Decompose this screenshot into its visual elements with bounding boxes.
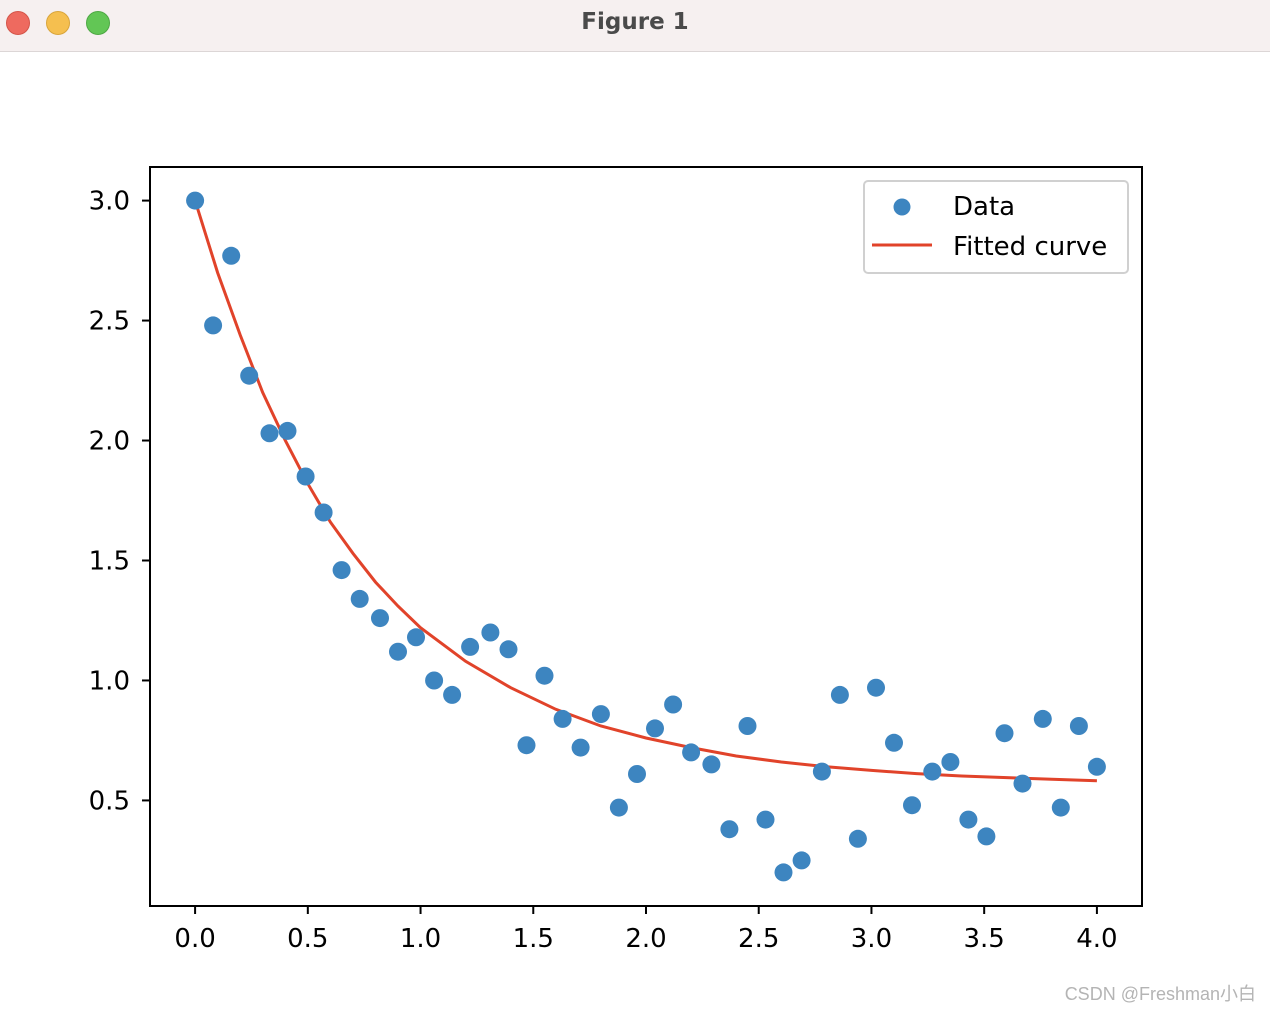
data-point	[848, 829, 867, 848]
data-point	[535, 666, 554, 685]
x-tick-label: 4.0	[1076, 924, 1117, 954]
data-point	[738, 717, 757, 735]
data-point	[792, 851, 811, 870]
y-tick-label: 2.5	[89, 307, 130, 337]
y-tick-label: 1.0	[89, 666, 130, 696]
data-point	[240, 366, 259, 385]
plot-area	[149, 166, 1143, 907]
data-point	[371, 609, 389, 628]
data-point	[186, 191, 205, 210]
data-point	[720, 820, 739, 839]
data-point	[628, 765, 646, 783]
legend-label-data: Data	[953, 192, 1015, 222]
data-point	[959, 810, 978, 829]
minimize-window-button[interactable]	[46, 11, 70, 35]
data-point	[1051, 798, 1070, 817]
data-point	[389, 642, 407, 661]
y-tick-label: 0.5	[89, 786, 130, 816]
legend-marker-data	[893, 198, 911, 216]
data-point	[481, 623, 500, 642]
data-point	[646, 719, 664, 738]
data-point	[260, 424, 279, 443]
x-tick-label: 2.0	[625, 924, 666, 954]
legend-label-fitted-curve: Fitted curve	[953, 232, 1107, 262]
data-point	[499, 640, 518, 659]
x-tick-label: 3.0	[851, 924, 892, 954]
window-title: Figure 1	[581, 9, 689, 35]
data-point	[923, 762, 942, 781]
data-point	[332, 561, 351, 580]
data-point	[903, 796, 921, 815]
data-point	[812, 762, 831, 781]
data-point	[1033, 709, 1052, 728]
close-window-button[interactable]	[6, 11, 30, 35]
data-point	[407, 628, 425, 647]
y-tick-label: 3.0	[89, 187, 130, 217]
data-point	[278, 421, 297, 440]
x-axis: 0.0 0.5 1.0 1.5 2.0 2.5 3.0 3.5 4.0	[174, 906, 1118, 954]
data-point	[830, 685, 849, 704]
data-point	[350, 589, 369, 608]
data-point	[774, 863, 793, 882]
data-point	[517, 736, 536, 755]
data-point	[756, 810, 775, 829]
data-point	[443, 685, 462, 704]
data-point	[296, 467, 315, 486]
data-point	[591, 705, 610, 724]
data-point	[314, 503, 333, 522]
data-point	[885, 733, 903, 752]
y-tick-label: 2.0	[89, 427, 130, 457]
data-point	[461, 637, 480, 656]
y-tick-label: 1.5	[89, 546, 130, 576]
data-point	[553, 709, 572, 728]
data-point	[571, 738, 590, 757]
data-point	[1087, 757, 1106, 776]
data-point	[609, 798, 628, 817]
window-titlebar: Figure 1	[0, 0, 1270, 52]
x-tick-label: 0.5	[287, 924, 328, 954]
scatter-chart: 0.0 0.5 1.0 1.5 2.0 2.5 3.0 3.5 4.0 0.5 1.0 1.5 2.0…	[89, 166, 1143, 954]
legend: Data Fitted curve	[863, 180, 1129, 274]
watermark: CSDN @Freshman小白	[1064, 984, 1256, 1004]
x-tick-label: 2.5	[738, 924, 779, 954]
fitted-curve-layer	[193, 200, 1097, 783]
x-tick-label: 3.5	[964, 924, 1005, 954]
data-point	[664, 695, 683, 714]
data-point	[1013, 774, 1032, 793]
data-point	[1069, 717, 1088, 735]
data-point	[977, 827, 996, 846]
data-point	[702, 755, 721, 774]
legend-box	[863, 180, 1129, 274]
data-points-layer	[186, 191, 1106, 882]
data-point	[941, 753, 960, 771]
zoom-window-button[interactable]	[86, 11, 110, 35]
data-point	[682, 743, 701, 762]
data-point	[204, 316, 223, 335]
data-point	[995, 724, 1014, 743]
data-point	[425, 671, 444, 690]
x-tick-label: 0.0	[174, 924, 215, 954]
data-point	[222, 246, 241, 265]
x-tick-label: 1.5	[513, 924, 554, 954]
x-tick-label: 1.0	[400, 924, 441, 954]
fitted-curve-line	[193, 200, 1097, 783]
y-axis: 0.5 1.0 1.5 2.0 2.5 3.0	[89, 187, 150, 816]
data-point	[867, 678, 885, 697]
